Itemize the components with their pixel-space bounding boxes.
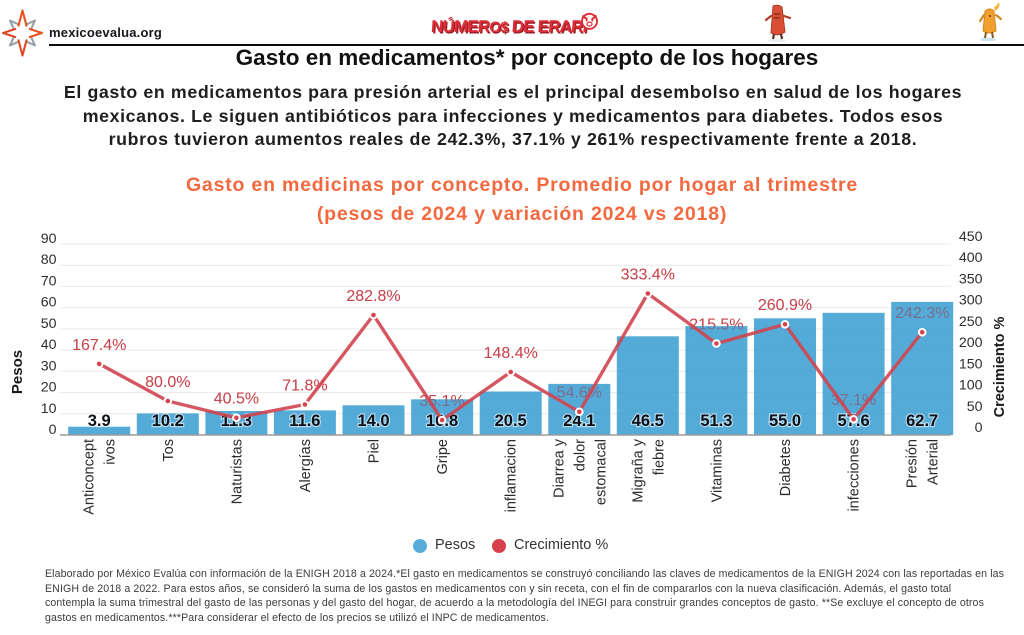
svg-text:350: 350 [959,271,983,287]
svg-text:3.9: 3.9 [88,412,111,430]
svg-text:400: 400 [959,250,983,266]
svg-text:260.9%: 260.9% [758,297,812,314]
svg-text:260.9%: 260.9% [758,297,812,314]
svg-text:11.6: 11.6 [289,412,320,430]
svg-text:40.5%: 40.5% [214,391,259,408]
svg-text:450: 450 [959,229,983,245]
svg-text:282.8%: 282.8% [346,288,400,305]
svg-text:Vitaminas: Vitaminas [709,439,725,502]
svg-text:333.4%: 333.4% [621,266,675,283]
svg-text:Anticoncept: Anticoncept [82,439,98,515]
svg-text:300: 300 [959,293,983,309]
svg-text:150: 150 [959,356,983,372]
svg-text:Piel: Piel [367,439,383,463]
svg-text:estomacal: estomacal [593,439,609,505]
svg-text:20.5: 20.5 [495,412,527,430]
svg-text:100: 100 [959,378,983,394]
svg-text:148.4%: 148.4% [484,345,538,362]
svg-text:20: 20 [41,380,57,396]
svg-text:Arterial: Arterial [926,439,942,485]
svg-text:Diarrea y: Diarrea y [551,438,567,498]
svg-text:Presión: Presión [905,439,921,488]
svg-text:inflamacion: inflamacion [504,439,520,512]
svg-text:242.3%: 242.3% [895,305,949,322]
svg-text:10.2: 10.2 [152,412,184,430]
svg-text:215.5%: 215.5% [689,316,743,333]
svg-text:Gripe: Gripe [435,439,451,474]
svg-text:60: 60 [41,295,57,311]
svg-text:Alergías: Alergías [298,439,314,492]
svg-text:Naturistas: Naturistas [229,439,245,504]
svg-text:14.0: 14.0 [357,412,389,430]
svg-text:80.0%: 80.0% [145,374,190,391]
svg-text:50: 50 [41,316,57,332]
svg-text:ivos: ivos [103,439,119,465]
svg-text:55.0: 55.0 [769,412,801,430]
svg-text:200: 200 [959,335,983,351]
svg-text:167.4%: 167.4% [72,337,126,354]
svg-text:282.8%: 282.8% [346,288,400,305]
svg-text:51.3: 51.3 [700,412,732,430]
svg-text:250: 250 [959,314,983,330]
svg-text:46.5: 46.5 [632,412,664,430]
svg-text:50: 50 [967,399,983,415]
svg-text:40: 40 [41,337,57,353]
svg-text:dolor: dolor [572,439,588,471]
svg-text:62.7: 62.7 [906,412,938,430]
svg-text:Pesos: Pesos [9,350,26,394]
svg-text:0: 0 [49,422,57,438]
svg-text:80.0%: 80.0% [145,374,190,391]
svg-text:30: 30 [41,358,57,374]
svg-text:70: 70 [41,273,57,289]
svg-text:Migraña y: Migraña y [630,438,646,502]
svg-text:0: 0 [975,420,983,436]
svg-text:24.1: 24.1 [563,412,595,430]
svg-text:infecciones: infecciones [847,439,863,512]
svg-text:40.5%: 40.5% [214,391,259,408]
svg-text:Crecimiento %: Crecimiento % [992,317,1008,418]
svg-text:fiebre: fiebre [651,439,667,475]
svg-text:Diabetes: Diabetes [778,439,794,496]
svg-text:80: 80 [41,252,57,268]
svg-text:10: 10 [41,401,57,417]
svg-text:148.4%: 148.4% [484,345,538,362]
svg-text:Tos: Tos [161,439,177,462]
svg-text:167.4%: 167.4% [72,337,126,354]
svg-text:90: 90 [41,231,57,247]
svg-text:333.4%: 333.4% [621,266,675,283]
